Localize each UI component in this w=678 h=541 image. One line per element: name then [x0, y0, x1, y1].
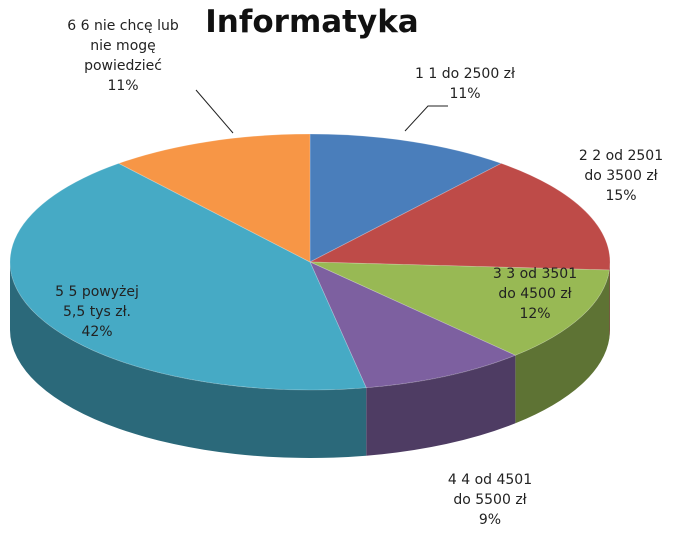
pie-slice [309, 162, 611, 271]
data-label: 6 6 nie chcę lub nie mogę powiedzieć 11% [66, 16, 180, 96]
pie-slice [309, 261, 517, 389]
data-label: 4 4 od 4501 do 5500 zł 9% [438, 470, 542, 530]
category-label: 2 2 od 2501 do 3500 zł [578, 148, 664, 184]
data-label: 5 5 powyżej 5,5 tys zł. 42% [44, 282, 150, 342]
data-label: 2 2 od 2501 do 3500 zł 15% [568, 146, 674, 206]
pie-slice [309, 261, 610, 356]
pie-slice-side [10, 262, 367, 458]
leader-line [404, 105, 448, 132]
pie-slice [117, 133, 311, 263]
category-label: 6 6 nie chcę lub nie mogę powiedzieć [67, 18, 179, 74]
pie-slice [9, 162, 367, 391]
value-label: 11% [107, 78, 139, 94]
value-label: 42% [81, 324, 113, 340]
value-label: 15% [605, 188, 637, 204]
pie-slice-side [515, 270, 610, 424]
category-label: 3 3 od 3501 do 4500 zł [492, 266, 578, 302]
pie-slice-side [366, 355, 516, 456]
pie-tops [9, 133, 611, 391]
category-label: 5 5 powyżej 5,5 tys zł. [55, 284, 139, 320]
data-label: 3 3 od 3501 do 4500 zł 12% [483, 264, 587, 324]
data-label: 1 1 do 2500 zł 11% [395, 64, 535, 104]
leader-line [195, 89, 234, 134]
value-label: 9% [478, 512, 502, 528]
category-label: 4 4 od 4501 do 5500 zł [447, 472, 533, 508]
pie-sides [10, 262, 610, 458]
pie-slice-side [609, 262, 610, 339]
value-label: 12% [519, 306, 551, 322]
value-label: 11% [449, 86, 481, 102]
chart-title: Informatyka [205, 4, 419, 40]
category-label: 1 1 do 2500 zł [414, 66, 516, 82]
pie-slice [309, 133, 503, 263]
